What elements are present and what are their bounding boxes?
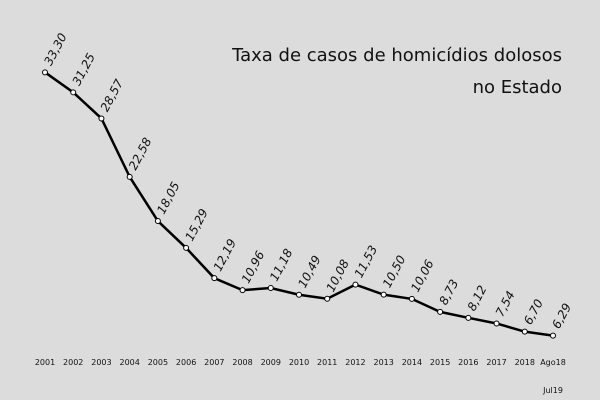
value-label: 6,29 <box>549 301 574 331</box>
value-label: 8,12 <box>465 283 490 313</box>
value-label: 8,73 <box>436 277 461 307</box>
marker <box>296 291 302 298</box>
value-label: 28,57 <box>98 77 127 114</box>
x-tick-label: 2006 <box>176 358 196 367</box>
marker <box>324 295 331 302</box>
value-label: 6,70 <box>521 297 546 327</box>
value-label: 12,19 <box>211 237 239 274</box>
marker <box>211 275 218 282</box>
value-label: 10,49 <box>295 253 323 290</box>
value-label: 11,18 <box>267 246 296 283</box>
marker <box>70 89 77 96</box>
x-tick-label: 2005 <box>148 358 168 367</box>
x-tick-label: 2002 <box>63 358 83 367</box>
value-label: 10,06 <box>408 257 437 294</box>
value-label: 7,54 <box>493 289 518 319</box>
marker <box>42 69 48 76</box>
marker <box>154 218 161 225</box>
x-tick-label: 2004 <box>119 358 139 367</box>
marker <box>267 284 274 291</box>
x-tick-label: 2015 <box>430 358 450 367</box>
marker <box>352 281 359 288</box>
marker <box>126 173 133 180</box>
marker <box>465 314 472 321</box>
value-label: 11,53 <box>352 243 380 280</box>
marker <box>550 332 556 339</box>
x-tick-label: 2012 <box>345 358 365 367</box>
x-tick-label: 2001 <box>35 358 55 367</box>
value-label: 15,29 <box>182 206 210 243</box>
x-tick-label: 2009 <box>261 358 281 367</box>
value-label: 22,58 <box>126 135 155 172</box>
x-tick-label: 2008 <box>232 358 252 367</box>
value-label: 10,50 <box>380 253 409 290</box>
value-label: 18,05 <box>154 180 182 217</box>
x-tick-label: 2010 <box>289 358 309 367</box>
x-tick-label: 2014 <box>402 358 422 367</box>
marker <box>98 115 105 122</box>
x-tick-label: 2007 <box>204 358 224 367</box>
marker <box>408 295 415 302</box>
marker <box>183 244 190 251</box>
x-tick-label: 2017 <box>486 358 506 367</box>
marker <box>437 308 444 315</box>
x-tick-label: 2018 <box>515 358 535 367</box>
annotation: Jul19 <box>542 386 563 395</box>
x-tick-label: 2011 <box>317 358 337 367</box>
chart-title: Taxa de casos de homicídios dolosos no E… <box>232 45 562 98</box>
marker <box>493 320 500 327</box>
marker <box>521 328 528 335</box>
x-tick-label: 2003 <box>91 358 111 367</box>
value-label: 31,25 <box>70 51 98 88</box>
x-tick-label: 2013 <box>373 358 393 367</box>
value-label: 10,96 <box>239 248 268 285</box>
marker <box>380 291 387 298</box>
x-tick-label: 2016 <box>458 358 478 367</box>
x-tick-label: Ago18 <box>540 358 566 367</box>
marker <box>239 287 246 294</box>
value-label: 33,30 <box>41 31 70 68</box>
